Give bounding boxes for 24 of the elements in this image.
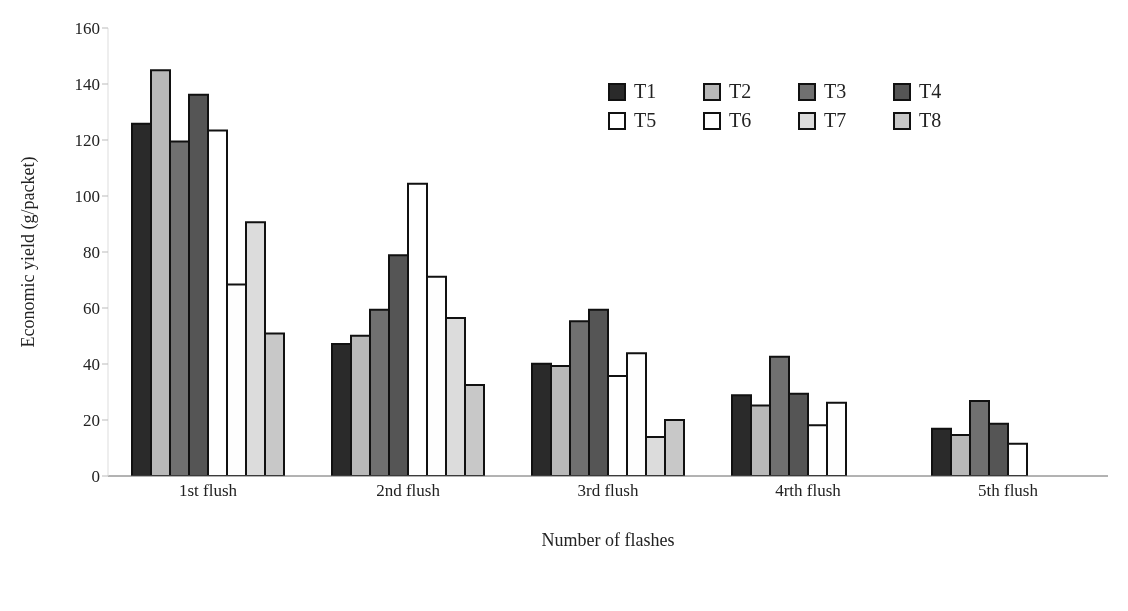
x-tick-label: 2nd flush	[376, 481, 441, 501]
y-tick-label: 100	[74, 187, 100, 207]
y-tick-label: 20	[83, 411, 100, 431]
legend-label: T8	[919, 109, 942, 132]
y-tick-label: 0	[91, 467, 100, 487]
y-tick-label: 60	[83, 299, 100, 319]
y-tick-label: 80	[83, 243, 100, 263]
legend-label: T7	[824, 109, 847, 132]
legend-label: T3	[824, 80, 847, 103]
legend-label: T4	[919, 80, 942, 103]
legend-label: T1	[634, 80, 657, 103]
legend-label: T2	[729, 80, 752, 103]
x-tick-label: 1st flush	[178, 481, 238, 501]
x-tick-label: 4rth flush	[775, 481, 842, 501]
legend-label: T6	[729, 109, 752, 132]
y-tick-label: 160	[74, 19, 100, 39]
x-tick-label: 3rd flush	[577, 481, 639, 501]
legend-label: T5	[634, 109, 657, 132]
x-axis-title: Number of flashes	[541, 530, 675, 550]
y-tick-label: 140	[74, 75, 100, 95]
x-tick-label: 5th flush	[978, 481, 1039, 501]
y-tick-label: 40	[83, 355, 100, 375]
y-tick-label: 120	[74, 131, 100, 151]
y-axis-title: Economic yield (g/packet)	[18, 156, 40, 348]
